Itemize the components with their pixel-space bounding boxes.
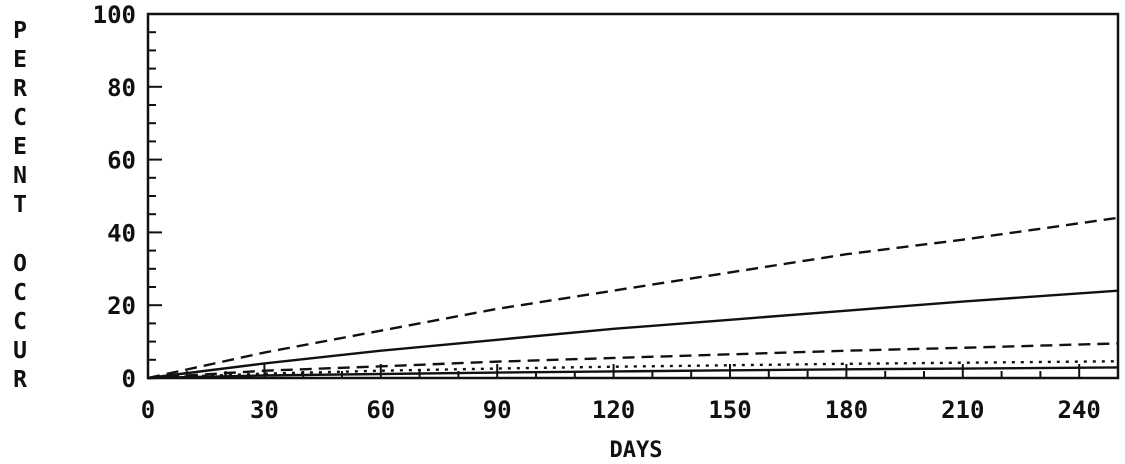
y-label-letter: E: [13, 47, 27, 73]
y-label-letter: T: [13, 192, 27, 218]
series-line-1: [147, 216, 1119, 380]
series-line-2: [147, 289, 1119, 380]
y-label-letter: R: [13, 367, 27, 393]
series-lines: [147, 216, 1119, 380]
x-tick-label: 240: [1058, 396, 1101, 424]
x-tick-label: 150: [708, 396, 751, 424]
y-label-letter: N: [13, 163, 27, 189]
series-line-5: [147, 366, 1119, 380]
x-tick-label: 60: [366, 396, 395, 424]
y-tick-label: 40: [107, 219, 136, 247]
series-line-4: [147, 360, 1119, 380]
y-label-letter: O: [13, 251, 27, 277]
y-tick-label: 60: [107, 147, 136, 175]
y-axis-ticks: 0 20 40 60 80 100: [93, 1, 162, 393]
y-label-letter: C: [13, 280, 27, 306]
y-label-letter: R: [13, 76, 27, 102]
y-label-letter: C: [13, 309, 27, 335]
x-tick-label: 120: [592, 396, 635, 424]
x-tick-label: 90: [483, 396, 512, 424]
x-tick-label: 180: [825, 396, 868, 424]
series-line-3: [147, 342, 1119, 380]
y-tick-label: 100: [93, 1, 136, 29]
x-axis-ticks: 0 30 60 90 120 150 180 210 240: [141, 364, 1119, 424]
y-tick-label: 20: [107, 292, 136, 320]
y-label-letter: U: [13, 338, 27, 364]
x-axis-title: DAYS: [610, 438, 663, 463]
x-tick-label: 30: [250, 396, 279, 424]
x-tick-label: 0: [141, 396, 155, 424]
plot-frame: [146, 12, 1120, 380]
y-tick-label: 0: [122, 365, 136, 393]
y-label-letter: P: [13, 18, 27, 44]
y-label-letter: C: [13, 105, 27, 131]
y-tick-label: 80: [107, 74, 136, 102]
y-label-letter: E: [13, 134, 27, 160]
x-tick-label: 210: [941, 396, 984, 424]
